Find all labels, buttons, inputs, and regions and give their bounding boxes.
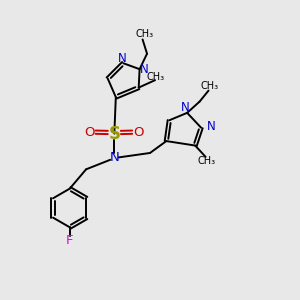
- Text: N: N: [118, 52, 127, 65]
- Text: CH₃: CH₃: [136, 29, 154, 39]
- Text: N: N: [181, 101, 190, 114]
- Text: O: O: [84, 126, 94, 139]
- Text: CH₃: CH₃: [147, 72, 165, 82]
- Text: N: N: [140, 63, 148, 76]
- Text: N: N: [110, 151, 119, 164]
- Text: S: S: [108, 125, 120, 143]
- Text: O: O: [134, 126, 144, 139]
- Text: CH₃: CH₃: [197, 156, 215, 166]
- Text: CH₃: CH₃: [201, 80, 219, 91]
- Text: F: F: [66, 234, 74, 247]
- Text: N: N: [206, 120, 215, 133]
